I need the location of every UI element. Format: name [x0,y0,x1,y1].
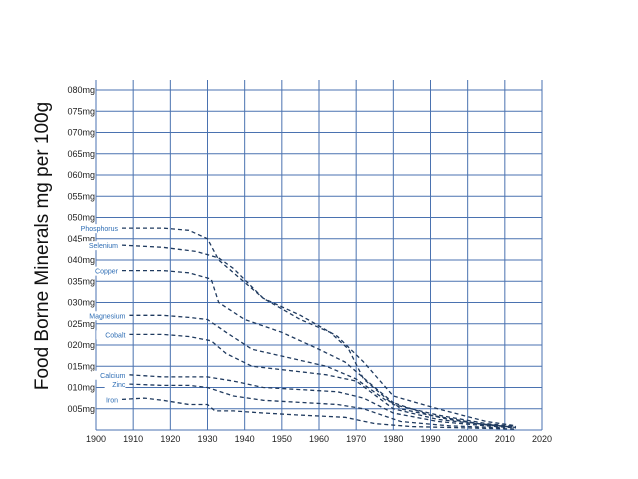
x-tick-label: 2020 [532,434,552,444]
series-label-copper: Copper [95,269,119,276]
y-tick-label: 050mg [67,213,95,223]
y-tick-label: 070mg [67,128,95,138]
series-label-cobalt: Cobalt [105,332,125,339]
series-label-background [104,380,126,390]
series-label-background [88,266,119,276]
series-label-background [72,224,119,234]
y-tick-label: 075mg [67,106,95,116]
y-tick-label: 035mg [67,276,95,286]
series-line-zinc [129,383,505,429]
series-line-calcium [129,374,517,429]
x-tick-label: 2000 [458,434,478,444]
y-tick-label: 010mg [67,383,95,393]
x-tick-label: 1900 [86,434,106,444]
series-label-iron: Iron [106,397,118,404]
y-tick-label: 055mg [67,191,95,201]
series-label-background [96,330,126,340]
x-tick-label: 1920 [160,434,180,444]
x-tick-label: 1930 [197,434,217,444]
series-label-background [83,311,126,321]
y-tick-label: 040mg [67,255,95,265]
series-label-background [80,241,119,251]
x-tick-label: 2010 [495,434,515,444]
series-line-magnesium [129,314,509,428]
series-line-selenium [121,244,517,428]
x-tick-label: 1940 [235,434,255,444]
grid [95,80,543,431]
y-axis-ticks: 005mg 010mg 015mg 020mg 025mg 030mg 035mg 040mg… [67,85,95,414]
y-tick-label: 080mg [67,85,95,95]
series-labels: Phosphorus Selenium Copper Magnesium Cobalt C… [72,224,126,405]
y-tick-label: 020mg [67,340,95,350]
y-tick-label: 005mg [67,404,95,414]
series-label-background [92,370,126,380]
x-tick-label: 1950 [272,434,292,444]
x-tick-label: 1980 [383,434,403,444]
y-axis-label: Food Borne Minerals mg per 100g [32,102,53,390]
y-tick-label: 015mg [67,361,95,371]
series-label-background [97,395,119,405]
x-tick-label: 1970 [346,434,366,444]
y-tick-label: 065mg [67,149,95,159]
series-label-zinc: Zinc [112,382,126,389]
series-label-magnesium: Magnesium [89,313,125,320]
series-line-copper [122,269,517,429]
series-line-cobalt [129,333,517,428]
series-label-calcium: Calcium [100,373,125,380]
series-label-selenium: Selenium [89,243,118,250]
y-tick-label: 045mg [67,234,95,244]
x-tick-label: 1910 [123,434,143,444]
series-lines [121,227,517,430]
series-label-phosphorus: Phosphorus [81,226,119,233]
x-tick-label: 1960 [309,434,329,444]
y-tick-label: 060mg [67,170,95,180]
series-line-phosphorus [122,227,517,427]
x-axis-ticks: 1900 1910 1920 1930 1940 1950 1960 1970 1980 1990… [86,434,552,444]
y-tick-label: 025mg [67,319,95,329]
series-line-iron [121,397,517,430]
x-tick-label: 1990 [420,434,440,444]
y-tick-label: 030mg [67,298,95,308]
